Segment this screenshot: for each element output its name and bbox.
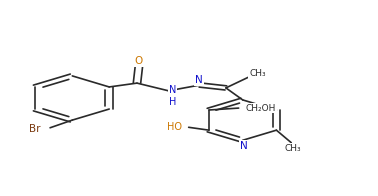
Text: CH₂OH: CH₂OH: [246, 103, 276, 113]
Text: N
H: N H: [169, 85, 177, 107]
Text: Br: Br: [29, 124, 40, 134]
Text: N: N: [240, 141, 248, 151]
Text: CH₃: CH₃: [249, 69, 266, 78]
Text: N: N: [195, 75, 203, 85]
Text: O: O: [135, 56, 143, 66]
Text: HO: HO: [167, 122, 183, 132]
Text: CH₃: CH₃: [285, 143, 301, 152]
